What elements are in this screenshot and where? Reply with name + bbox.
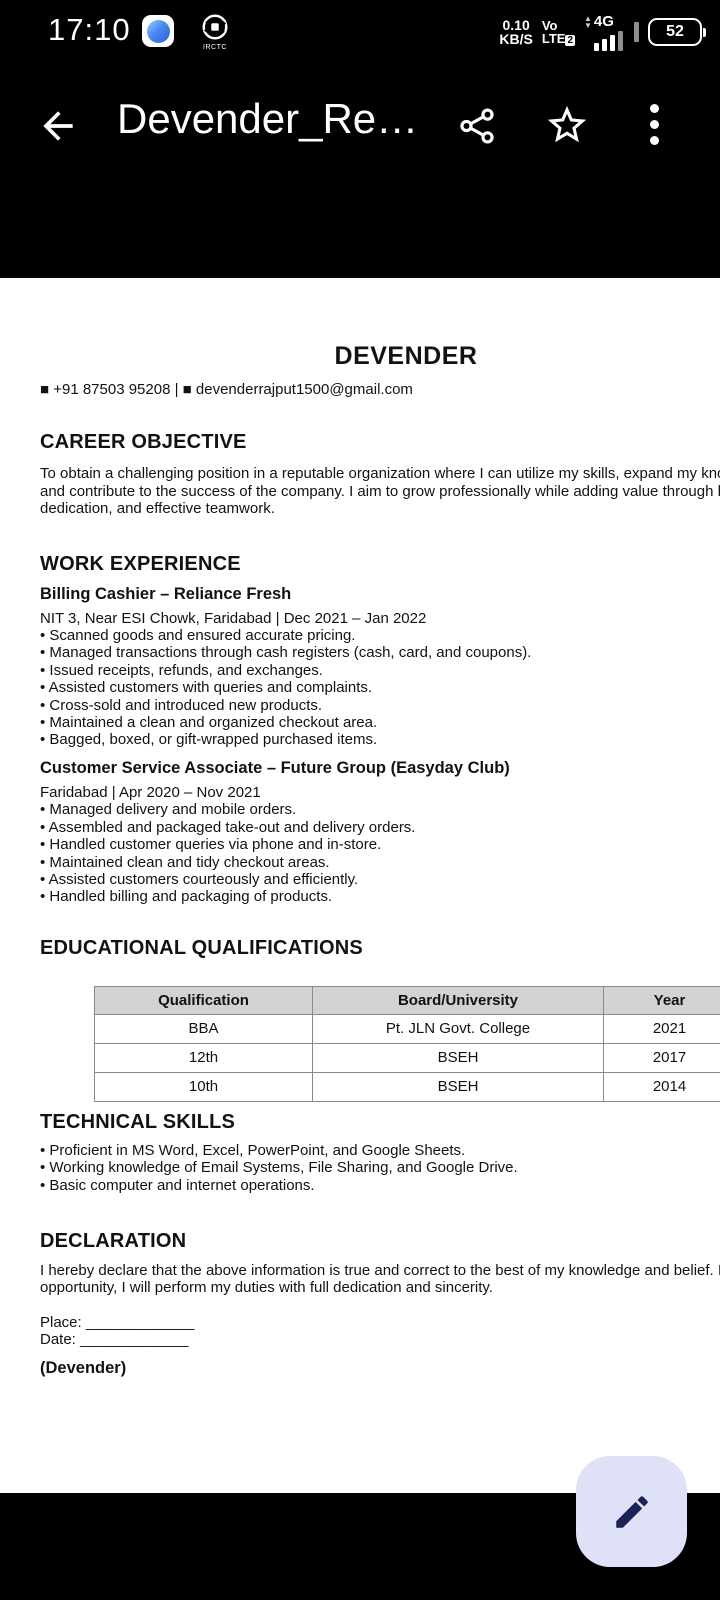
- globe-icon: [146, 19, 170, 43]
- back-button[interactable]: [36, 104, 80, 153]
- job-details: NIT 3, Near ESI Chowk, Faridabad | Dec 2…: [40, 610, 720, 749]
- volte-lte-label: LTE: [541, 30, 566, 46]
- table-row: BBA Pt. JLN Govt. College 2021: [94, 1013, 720, 1044]
- irctc-logo-icon: [202, 14, 228, 40]
- irctc-notification-icon: IRCTC: [195, 12, 235, 54]
- job-bullet: • Assisted customers with queries and co…: [40, 679, 373, 697]
- career-objective-heading: CAREER OBJECTIVE: [40, 431, 247, 454]
- job-bullet: • Handled billing and packaging of produ…: [40, 888, 333, 906]
- resume-contact: ■ +91 87503 95208 | ■ devenderrajput1500…: [40, 381, 413, 398]
- skill-bullet: • Proficient in MS Word, Excel, PowerPoi…: [40, 1141, 466, 1159]
- technical-skills-heading: TECHNICAL SKILLS: [40, 1110, 236, 1133]
- star-outline-icon: [547, 105, 587, 143]
- status-bar: 17:10 IRCTC 0.10 KB/S Vo LTE 2: [0, 0, 720, 62]
- job-title: Customer Service Associate – Future Grou…: [40, 758, 510, 777]
- cell-board: Pt. JLN Govt. College: [312, 1013, 604, 1044]
- job-title: Billing Cashier – Reliance Fresh: [40, 584, 292, 603]
- clock: 17:10: [48, 12, 131, 47]
- job-bullet: • Maintained a clean and organized check…: [40, 714, 378, 732]
- job-bullet: • Issued receipts, refunds, and exchange…: [40, 661, 323, 679]
- battery-percent: 52: [666, 23, 684, 40]
- place-date-block: Place: _____________ Date: _____________: [40, 1314, 720, 1349]
- declaration-line: I hereby declare that the above informat…: [40, 1261, 720, 1279]
- cell-year: 2014: [603, 1071, 720, 1102]
- col-header-year: Year: [603, 985, 720, 1015]
- overflow-menu-button[interactable]: [650, 104, 659, 152]
- pencil-edit-icon: [615, 1495, 648, 1528]
- objective-line: dedication, and effective teamwork.: [40, 500, 275, 518]
- sim2-badge: 2: [565, 34, 575, 46]
- table-header-row: Qualification Board/University Year: [94, 985, 720, 1015]
- objective-line: and contribute to the success of the com…: [40, 482, 720, 500]
- technical-skills-list: • Proficient in MS Word, Excel, PowerPoi…: [40, 1142, 720, 1194]
- job-meta: Faridabad | Apr 2020 – Nov 2021: [40, 783, 261, 801]
- favorite-button[interactable]: [544, 102, 590, 153]
- cell-qualification: 12th: [94, 1042, 313, 1073]
- sim2-signal-bar-icon: [634, 22, 639, 42]
- cell-year: 2017: [603, 1042, 720, 1073]
- browser-notification-icon: [142, 15, 174, 47]
- place-line: Place: _____________: [40, 1313, 195, 1331]
- job-bullet: • Maintained clean and tidy checkout are…: [40, 853, 330, 871]
- declaration-line: opportunity, I will perform my duties wi…: [40, 1279, 493, 1297]
- share-button[interactable]: [456, 105, 498, 152]
- career-objective-text: To obtain a challenging position in a re…: [40, 465, 720, 517]
- job-bullet: • Managed delivery and mobile orders.: [40, 801, 297, 819]
- network-speed: 0.10 KB/S: [499, 18, 532, 46]
- skill-bullet: • Basic computer and internet operations…: [40, 1176, 315, 1194]
- resume-name: DEVENDER: [334, 342, 478, 370]
- job-details: Faridabad | Apr 2020 – Nov 2021 • Manage…: [40, 784, 720, 906]
- more-vert-icon: [650, 104, 659, 113]
- education-table: Qualification Board/University Year BBA …: [94, 985, 720, 1102]
- cell-board: BSEH: [312, 1071, 604, 1102]
- declaration-heading: DECLARATION: [40, 1229, 187, 1252]
- work-experience-heading: WORK EXPERIENCE: [40, 552, 241, 575]
- skill-bullet: • Working knowledge of Email Systems, Fi…: [40, 1159, 518, 1177]
- job-bullet: • Scanned goods and ensured accurate pri…: [40, 627, 356, 645]
- col-header-board: Board/University: [312, 985, 604, 1015]
- document-viewer[interactable]: DEVENDER ■ +91 87503 95208 | ■ devenderr…: [0, 278, 720, 1493]
- job-bullet: • Assisted customers courteously and eff…: [40, 870, 359, 888]
- job-bullet: • Managed transactions through cash regi…: [40, 644, 532, 662]
- education-heading: EDUCATIONAL QUALIFICATIONS: [40, 936, 363, 959]
- job-bullet: • Handled customer queries via phone and…: [40, 836, 382, 854]
- data-activity-arrows-icon: ▲ ▼: [584, 13, 592, 30]
- cell-qualification: 10th: [94, 1071, 313, 1102]
- volte-indicator: Vo LTE 2: [542, 19, 575, 46]
- signal-indicator: ▲ ▼ 4G: [584, 13, 623, 51]
- status-indicators: 0.10 KB/S Vo LTE 2 ▲ ▼ 4G 52: [499, 10, 706, 54]
- document-title: Devender_Re…: [117, 95, 419, 142]
- table-row: 12th BSEH 2017: [94, 1042, 720, 1073]
- cell-qualification: BBA: [94, 1013, 313, 1044]
- col-header-qualification: Qualification: [94, 985, 313, 1015]
- network-speed-value: 0.10: [502, 17, 530, 33]
- objective-line: To obtain a challenging position in a re…: [40, 465, 720, 483]
- irctc-label: IRCTC: [203, 44, 227, 51]
- app-toolbar: Devender_Re…: [0, 84, 720, 170]
- job-bullet: • Cross-sold and introduced new products…: [40, 696, 323, 714]
- cell-year: 2021: [603, 1013, 720, 1044]
- signature-name: (Devender): [40, 1358, 127, 1377]
- signal-bars-icon: [594, 31, 623, 51]
- edit-fab-button[interactable]: [576, 1456, 687, 1567]
- network-type-label: 4G: [593, 13, 614, 30]
- declaration-text: I hereby declare that the above informat…: [40, 1262, 720, 1297]
- job-bullet: • Bagged, boxed, or gift-wrapped purchas…: [40, 731, 378, 749]
- share-icon: [460, 108, 494, 144]
- job-bullet: • Assembled and packaged take-out and de…: [40, 818, 416, 836]
- cell-board: BSEH: [312, 1042, 604, 1073]
- job-meta: NIT 3, Near ESI Chowk, Faridabad | Dec 2…: [40, 609, 427, 627]
- arrow-back-icon: [43, 111, 73, 141]
- table-row: 10th BSEH 2014: [94, 1071, 720, 1102]
- resume-page: DEVENDER ■ +91 87503 95208 | ■ devenderr…: [0, 278, 720, 1378]
- date-line: Date: _____________: [40, 1331, 189, 1349]
- network-speed-unit: KB/S: [499, 31, 533, 47]
- volte-vo-label: Vo: [541, 17, 558, 33]
- battery-indicator: 52: [648, 18, 706, 46]
